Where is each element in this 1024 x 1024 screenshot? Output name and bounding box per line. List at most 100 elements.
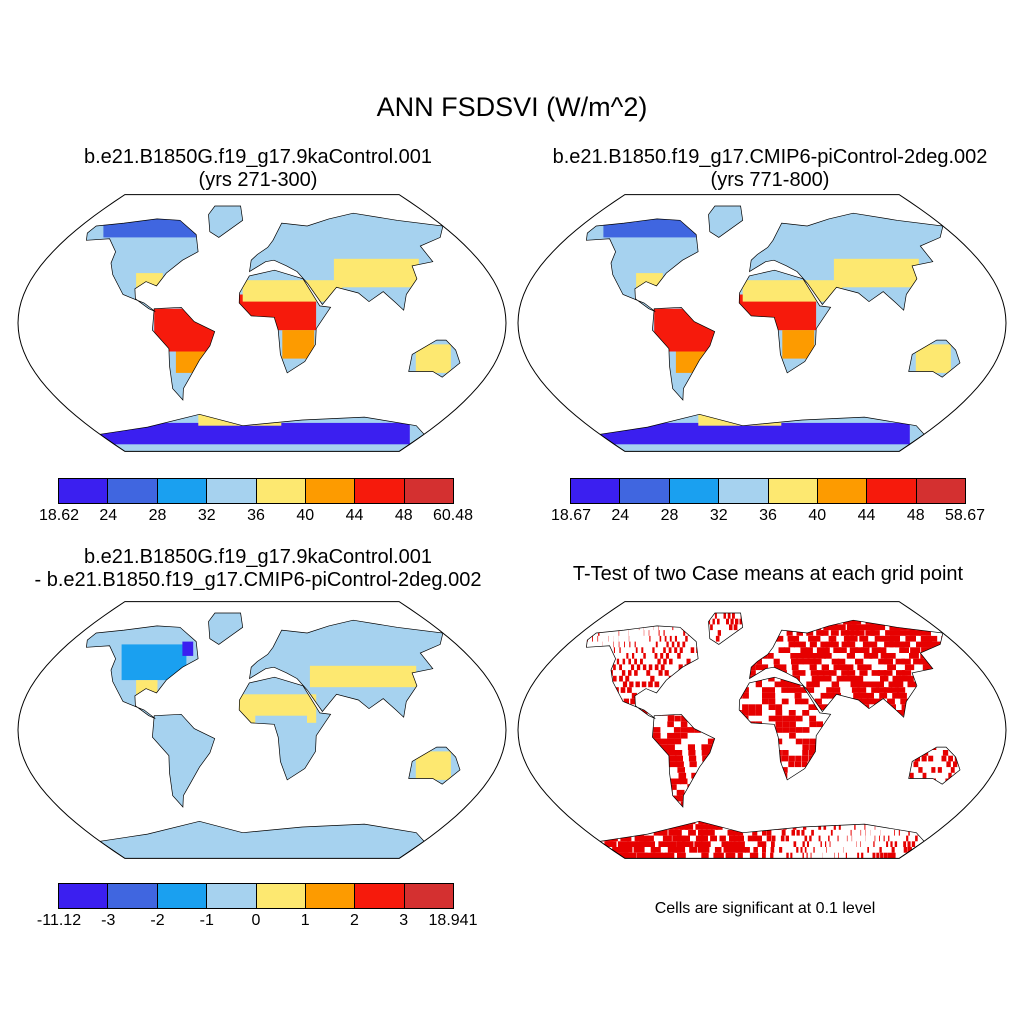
significant-cell — [860, 698, 869, 705]
significant-cell — [729, 624, 733, 631]
significant-cell — [845, 852, 847, 859]
significant-cell — [828, 835, 830, 842]
significant-cell — [800, 647, 808, 653]
coastline-greenland — [208, 205, 244, 238]
significant-cell — [802, 738, 810, 745]
significant-cell — [799, 641, 806, 648]
significant-cell — [870, 630, 880, 636]
map-panel-1 — [17, 194, 507, 452]
significant-cell — [690, 647, 695, 653]
significant-cell — [762, 847, 766, 853]
significant-cell — [653, 727, 661, 733]
colorbar-tick-label: 18.941 — [428, 912, 478, 929]
significant-cell — [712, 618, 715, 625]
significant-cell — [838, 852, 839, 859]
significant-cell — [680, 721, 688, 728]
significant-cell — [782, 715, 789, 722]
significant-cell — [879, 692, 888, 699]
significant-cell — [813, 847, 815, 853]
significant-cell — [834, 852, 835, 859]
colorbar-tick-label: 40 — [296, 507, 315, 524]
significant-cell — [781, 687, 789, 693]
significant-cell — [632, 653, 635, 659]
significant-cell — [622, 681, 628, 688]
significant-cell — [654, 664, 659, 671]
significant-cell — [781, 829, 786, 836]
panel-2-title-line1: b.e21.B1850.f19_g17.CMIP6-piControl-2deg… — [552, 146, 988, 168]
significant-cell — [877, 670, 887, 676]
significant-cell — [898, 692, 907, 699]
significant-cell — [597, 635, 599, 642]
significant-cell — [880, 675, 889, 682]
significant-cell — [695, 824, 703, 830]
colorbar-swatch — [256, 884, 306, 908]
significant-cell — [887, 852, 892, 859]
significant-cell — [698, 829, 706, 836]
panel-3-title-line2: - b.e21.B1850.f19_g17.CMIP6-piControl-2d… — [34, 569, 482, 591]
significant-cell — [876, 852, 880, 859]
significant-cell — [674, 635, 677, 642]
significant-cell — [850, 681, 859, 688]
colorbar-tick-label: 44 — [345, 507, 364, 524]
significant-cell — [621, 670, 626, 676]
significant-cell — [782, 727, 790, 733]
significant-cell — [816, 647, 825, 653]
significant-cell — [686, 658, 691, 665]
significant-cell — [732, 829, 739, 836]
significant-cell — [801, 755, 809, 762]
significant-cell — [794, 687, 801, 693]
significant-cell — [630, 698, 636, 705]
significant-cell — [919, 630, 931, 636]
significant-cell — [644, 852, 656, 859]
significant-cell — [620, 847, 633, 853]
panel-3-title: b.e21.B1850G.f19_g17.9kaControl.001 - b.… — [0, 546, 516, 592]
significant-cell — [629, 641, 631, 648]
significant-cell — [802, 750, 809, 756]
significant-cell — [884, 635, 895, 642]
significant-cell — [748, 710, 756, 716]
significant-cell — [767, 653, 774, 659]
significant-cell — [831, 641, 839, 648]
significant-cell — [774, 681, 782, 688]
significant-cell — [648, 681, 653, 688]
significant-cell — [828, 635, 837, 642]
significant-cell — [762, 841, 767, 847]
significant-cell — [880, 653, 890, 659]
significant-cell — [792, 635, 800, 642]
significant-cell — [904, 664, 915, 671]
significant-cell — [867, 847, 869, 853]
significant-cell — [680, 841, 690, 847]
significant-cell — [849, 675, 857, 682]
significant-cell — [829, 670, 837, 676]
significant-cell — [839, 664, 848, 671]
significant-cell — [715, 824, 723, 830]
coastline-south-america — [152, 306, 216, 401]
significant-cell — [826, 847, 827, 853]
significant-cell — [770, 847, 775, 853]
significant-cell — [781, 755, 789, 762]
colorbar-tick-label: 18.62 — [38, 507, 80, 524]
significant-cell — [618, 630, 620, 636]
significant-cell — [626, 653, 629, 659]
significant-cell — [679, 647, 683, 653]
significant-cell — [756, 664, 762, 671]
significant-cell — [729, 835, 735, 842]
significant-cell — [802, 710, 810, 716]
significant-cell — [794, 698, 802, 705]
significant-cell — [887, 664, 896, 671]
significant-cell — [641, 681, 647, 688]
significant-cell — [804, 835, 808, 842]
significant-cell — [681, 715, 688, 722]
significant-cell — [856, 681, 865, 688]
significant-cell — [727, 847, 734, 853]
significant-cell — [816, 630, 824, 636]
significant-cell — [795, 755, 802, 762]
significant-cell — [768, 692, 776, 699]
significant-cell — [752, 835, 758, 842]
significant-cell — [906, 835, 909, 842]
significant-cell — [812, 681, 820, 688]
significant-cell — [820, 841, 822, 847]
significant-cell — [775, 704, 783, 710]
significant-cell — [829, 841, 831, 847]
significant-cell — [668, 829, 677, 836]
